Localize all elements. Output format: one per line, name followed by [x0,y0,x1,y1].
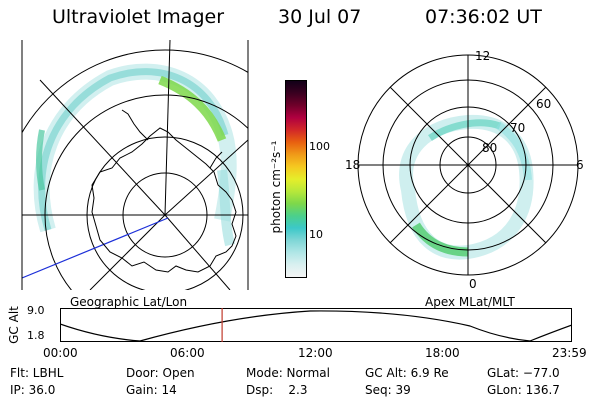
time-tick-2: 12:00 [298,346,333,360]
time-tick-3: 18:00 [425,346,460,360]
status-mode: Mode: Normal [246,366,330,380]
geographic-label: Geographic Lat/Lon [70,295,188,309]
aurora-oval-mag [399,114,534,260]
altitude-plot [60,308,572,342]
lat-label-70: 70 [510,121,525,135]
status-seq: Seq: 39 [365,383,411,397]
status-dsp: Dsp: 2.3 [246,383,308,397]
altitude-ylabel: GC Alt [7,306,21,344]
altitude-ytick-low: 1.8 [27,329,45,342]
colorbar-tick-100: 100 [309,140,330,153]
colorbar-tick-10: 10 [309,228,323,241]
geographic-map [21,40,249,290]
colorbar-unit-label: photon cm⁻²s⁻¹ [269,140,283,234]
time-tick-0: 00:00 [43,346,78,360]
colorbar [285,80,307,278]
altitude-curve [60,310,572,342]
lat-label-60: 60 [536,97,551,111]
date-label: 30 Jul 07 [278,6,362,28]
mlt-label-18: 18 [345,158,360,172]
status-glon: GLon: 136.7 [487,383,560,397]
status-gain: Gain: 14 [126,383,177,397]
lat-label-80: 80 [482,141,497,155]
status-door: Door: Open [126,366,195,380]
time-tick-4: 23:59 [552,346,587,360]
altitude-ytick-high: 9.0 [27,304,45,317]
apex-label: Apex MLat/MLT [425,295,515,309]
status-glat: GLat: −77.0 [487,366,560,380]
mlt-label-12: 12 [475,49,490,63]
status-filter: Flt: LBHL [10,366,64,380]
satellite-track [22,217,169,279]
status-gc-alt: GC Alt: 6.9 Re [365,366,449,380]
time-tick-1: 06:00 [170,346,205,360]
aurora-oval-geo [33,63,237,247]
time-label: 07:36:02 UT [425,6,542,28]
magnetic-polar-plot: 12 18 6 0 60 70 80 [345,49,584,290]
coastline [91,127,237,273]
mlt-label-0: 0 [469,277,477,290]
status-ip: IP: 36.0 [10,383,56,397]
mlt-label-6: 6 [576,158,584,172]
instrument-title: Ultraviolet Imager [52,6,225,28]
